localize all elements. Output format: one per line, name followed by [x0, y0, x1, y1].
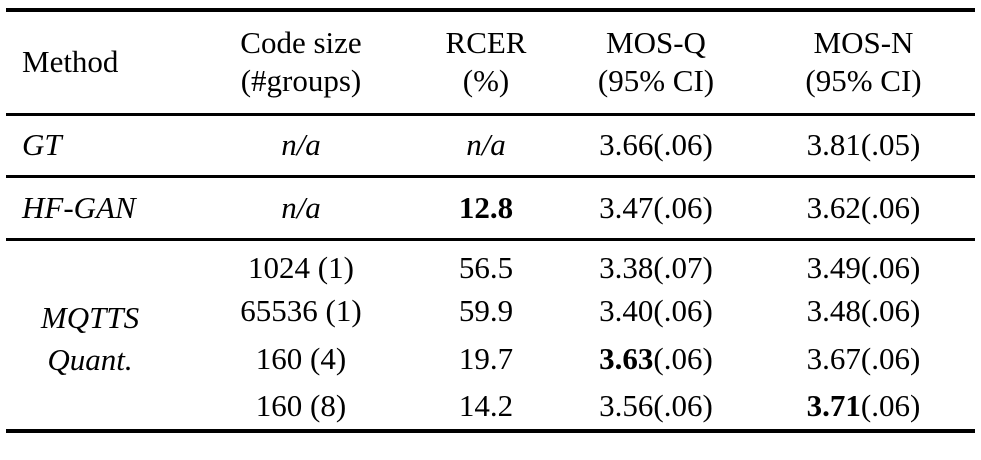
- cell-mqtts-3-mos-n: 3.67(.06): [752, 335, 975, 383]
- col-header-mos-n-line2: (95% CI): [805, 63, 922, 99]
- mos-n-value: 3.62(.06): [806, 189, 921, 225]
- col-header-mos-n: MOS-N (95% CI): [752, 10, 975, 114]
- mos-n-value: 3.81(.05): [806, 127, 921, 163]
- mos-q-bold-part: 3.63: [599, 341, 654, 377]
- mos-q-value: 3.66(.06): [599, 127, 713, 163]
- cell-mqtts-2-mos-n: 3.48(.06): [752, 287, 975, 335]
- mos-q-value: (.06): [653, 341, 713, 377]
- mqtts-method-line1: MQTTS: [40, 299, 140, 335]
- mos-n-value: (.06): [860, 388, 921, 424]
- col-header-rcer: RCER (%): [412, 10, 560, 114]
- cell-mqtts-1-mos-q: 3.38(.07): [560, 239, 752, 287]
- cell-hf-gan-mos-q: 3.47(.06): [560, 176, 752, 239]
- cell-mqtts-4-mos-n: 3.71(.06): [752, 383, 975, 431]
- table-row-mqtts-1024-1: MQTTS Quant. 1024 (1) 56.5 3.38(.07) 3.4…: [6, 239, 975, 377]
- cell-mqtts-2-rcer: 59.9: [458, 293, 514, 329]
- cell-hf-gan-rcer: 12.8: [412, 176, 560, 239]
- col-header-code-size-line2: (#groups): [240, 63, 362, 99]
- mos-q-value: 3.38(.07): [599, 249, 713, 285]
- mos-n-value: 3.48(.06): [806, 293, 921, 329]
- rcer-bold-part: 12.8: [458, 189, 514, 225]
- paper-results-table-page: Method Code size (#groups) RCER (%) MOS-…: [0, 8, 981, 460]
- cell-mqtts-1-mos-n: 3.49(.06): [752, 239, 975, 287]
- cell-gt-method: GT: [22, 127, 62, 163]
- cell-mqtts-method: MQTTS Quant.: [6, 239, 190, 431]
- cell-mqtts-4-rcer: 14.2: [458, 388, 514, 424]
- col-header-rcer-line2: (%): [462, 63, 510, 99]
- col-header-mos-n-line1: MOS-N: [813, 25, 914, 61]
- cell-mqtts-3-rcer: 19.7: [458, 341, 514, 377]
- cell-mqtts-4-code-size: 160 (8): [255, 388, 347, 424]
- cell-mqtts-4-mos-q: 3.56(.06): [560, 383, 752, 431]
- results-table: Method Code size (#groups) RCER (%) MOS-…: [6, 8, 975, 433]
- col-header-mos-q: MOS-Q (95% CI): [560, 10, 752, 114]
- cell-hf-gan-method: HF-GAN: [22, 189, 136, 225]
- col-header-code-size-line1: Code size: [240, 25, 362, 61]
- mqtts-method-label: MQTTS Quant.: [41, 297, 155, 381]
- cell-mqtts-1-code-size: 1024 (1): [248, 249, 354, 285]
- mos-n-value: 3.67(.06): [806, 341, 921, 377]
- cell-gt-mos-q: 3.66(.06): [560, 114, 752, 176]
- mos-q-value: 3.47(.06): [599, 189, 713, 225]
- col-header-mos-q-line1: MOS-Q: [606, 25, 706, 61]
- mos-n-value: 3.49(.06): [806, 249, 921, 285]
- cell-gt-code-size: n/a: [281, 127, 321, 163]
- table-row-mqtts-160-4: 160 (4) 19.7 3.63(.06) 3.67(.06): [6, 335, 975, 383]
- cell-mqtts-2-code-size: 65536 (1): [240, 293, 362, 329]
- table-row-mqtts-65536-1: 65536 (1) 59.9 3.40(.06) 3.48(.06): [6, 287, 975, 335]
- col-header-method: Method: [22, 44, 119, 80]
- cell-mqtts-2-mos-q: 3.40(.06): [560, 287, 752, 335]
- table-row-mqtts-160-8: 160 (8) 14.2 3.56(.06) 3.71(.06): [6, 383, 975, 431]
- col-header-rcer-line1: RCER: [445, 25, 527, 61]
- col-header-code-size: Code size (#groups): [190, 10, 412, 114]
- cell-mqtts-3-code-size: 160 (4): [255, 341, 347, 377]
- mos-n-bold-part: 3.71: [806, 388, 861, 424]
- header-row: Method Code size (#groups) RCER (%) MOS-…: [6, 10, 975, 114]
- cell-mqtts-3-mos-q: 3.63(.06): [560, 335, 752, 383]
- table-row-hf-gan: HF-GAN n/a 12.8 3.47(.06) 3.62(.06): [6, 176, 975, 239]
- table-row-gt: GT n/a n/a 3.66(.06) 3.81(.05): [6, 114, 975, 176]
- mqtts-method-line2: Quant.: [47, 341, 133, 377]
- col-header-mos-q-line2: (95% CI): [597, 63, 715, 99]
- cell-hf-gan-code-size: n/a: [281, 189, 321, 225]
- mos-q-value: 3.56(.06): [599, 388, 713, 424]
- mos-q-value: 3.40(.06): [599, 293, 713, 329]
- cell-hf-gan-mos-n: 3.62(.06): [752, 176, 975, 239]
- cell-mqtts-1-rcer: 56.5: [458, 249, 514, 285]
- cell-gt-mos-n: 3.81(.05): [752, 114, 975, 176]
- cell-gt-rcer: n/a: [466, 127, 506, 163]
